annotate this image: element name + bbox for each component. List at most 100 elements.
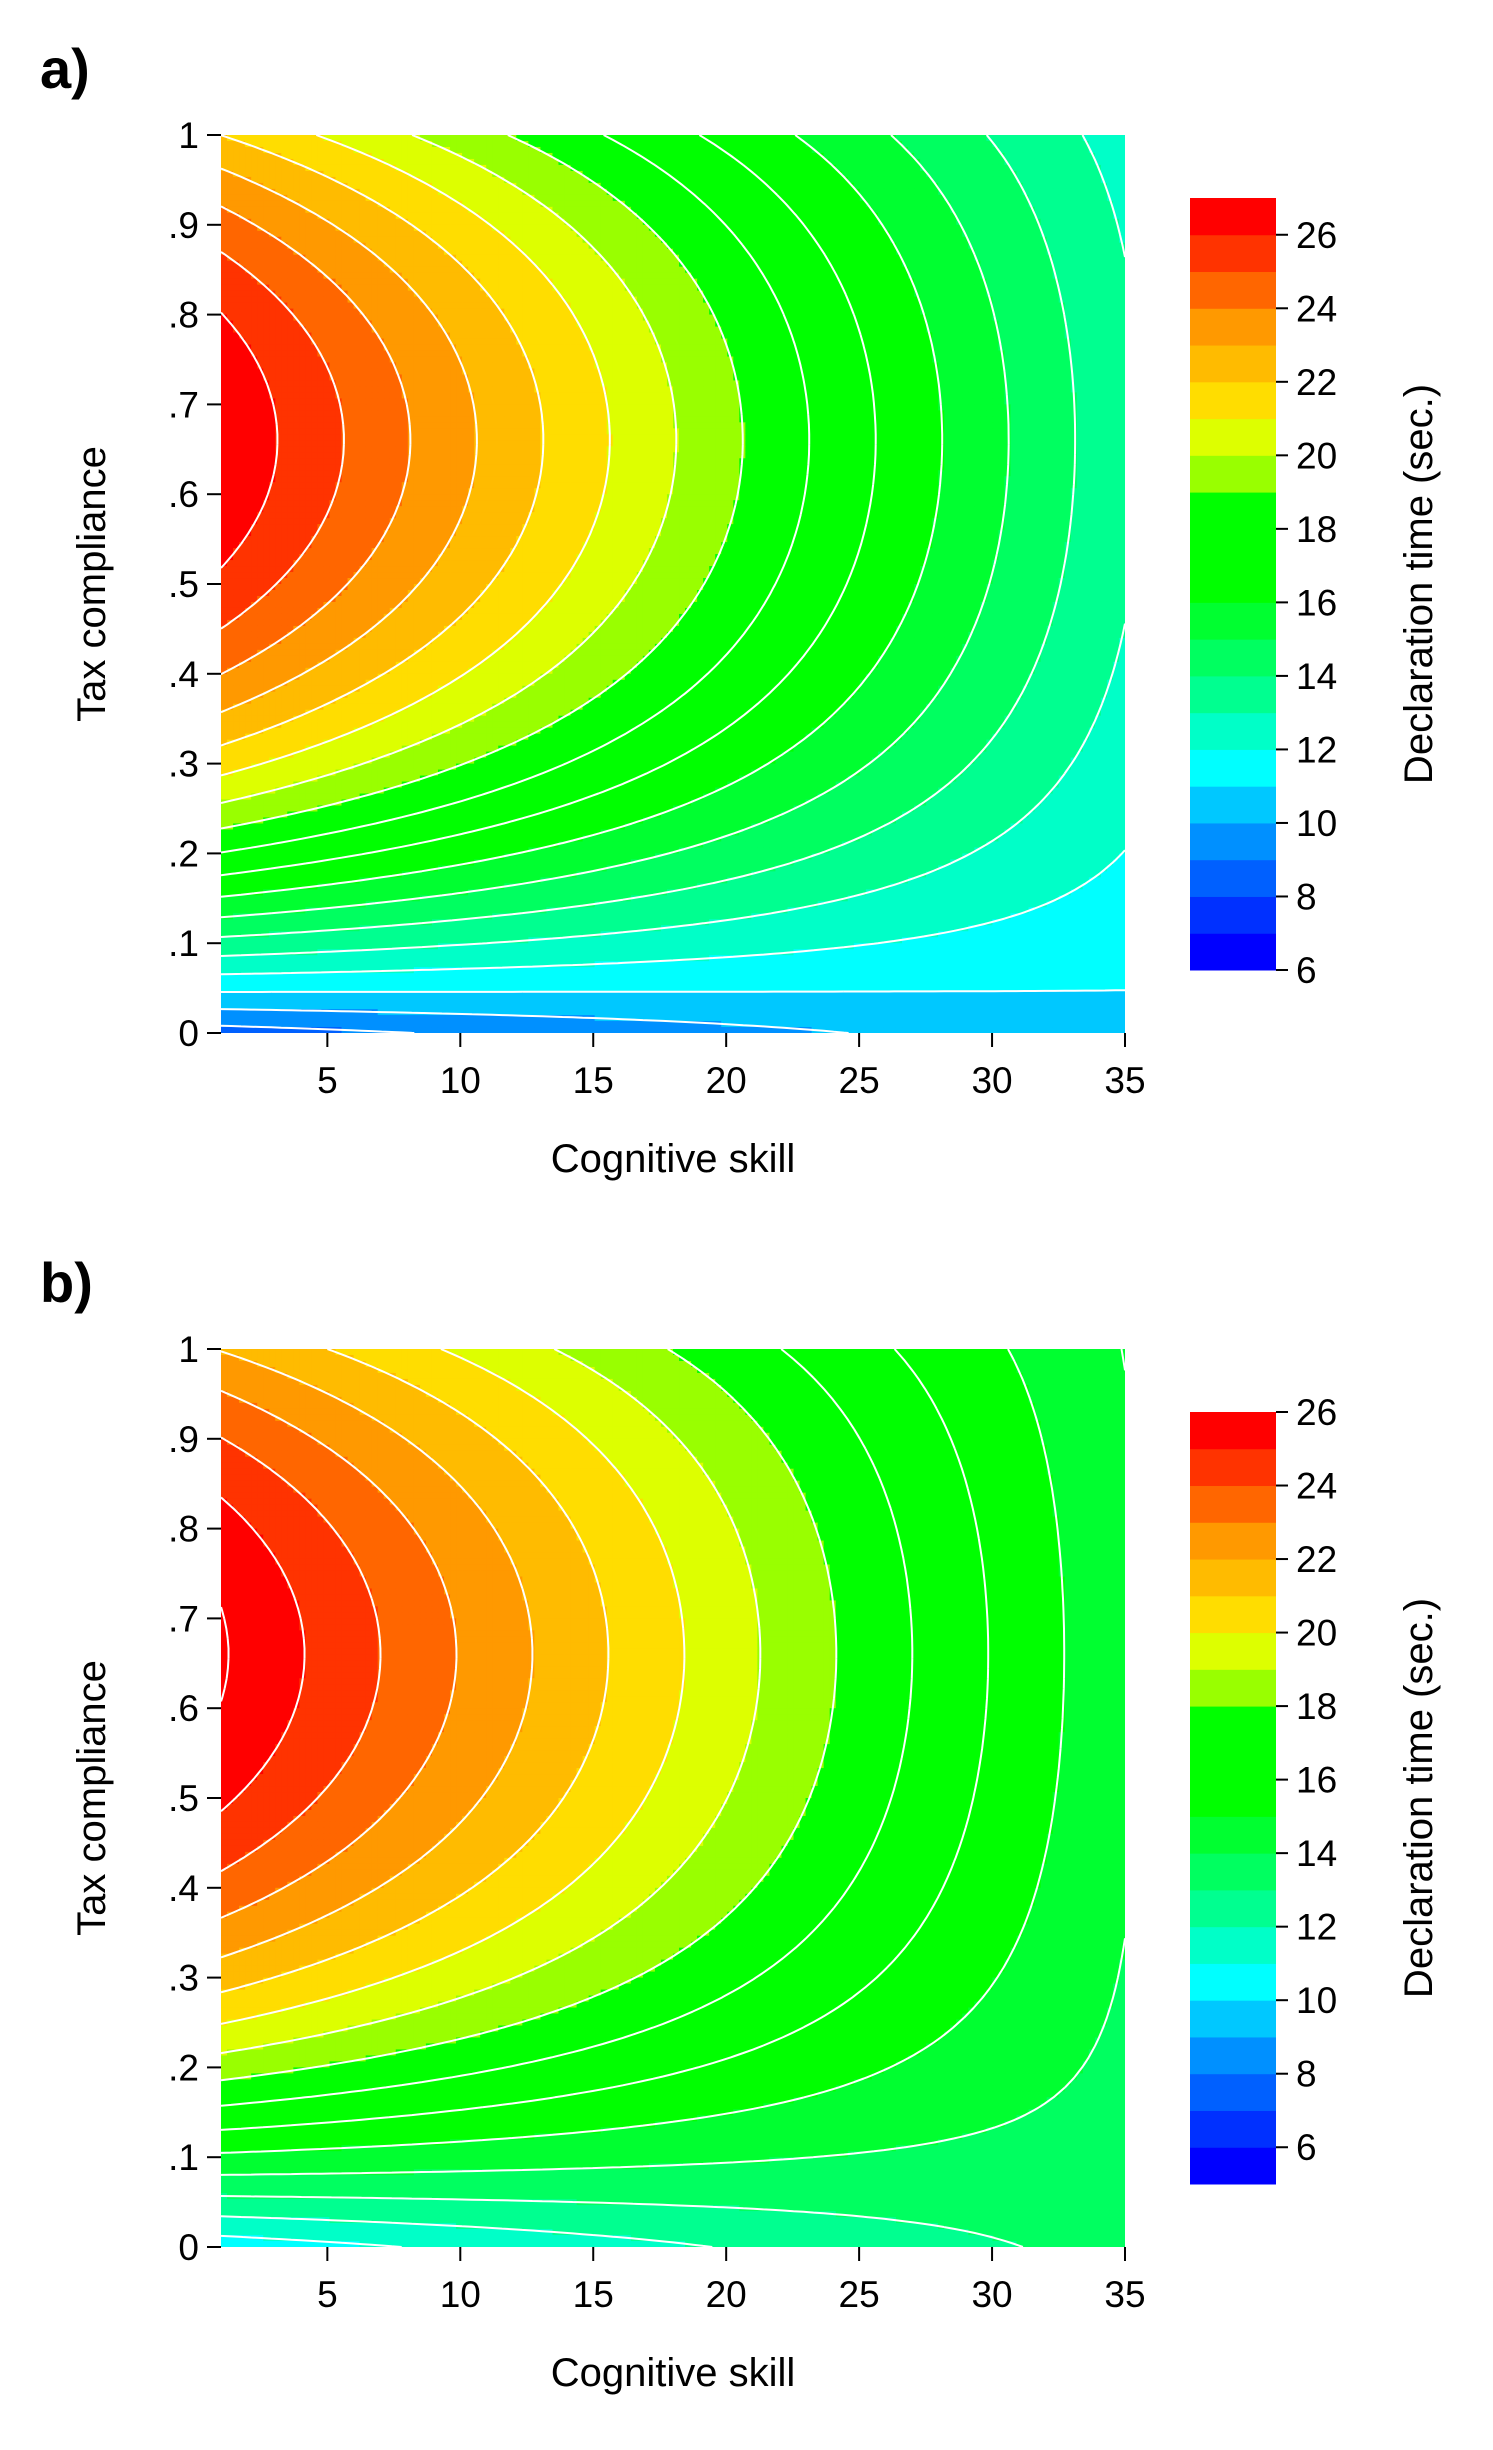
contour-cell [1028,135,1036,142]
contour-cell [1076,290,1084,298]
contour-cell [293,135,300,142]
contour-cell [962,200,969,208]
contour-cell [914,170,921,178]
contour-cell [986,206,994,214]
contour-cell [600,236,608,244]
contour-cell [793,320,801,328]
contour-cell [739,212,746,220]
contour-cell [805,236,813,244]
contour-cell [666,230,674,238]
contour-cell [895,206,903,214]
contour-cell [359,284,367,292]
contour-cell [1004,218,1012,226]
contour-cell [353,308,361,316]
contour-cell [962,236,969,244]
contour-cell [817,200,825,208]
contour-cell [781,308,789,316]
contour-cell [986,236,994,244]
contour-cell [299,296,306,304]
contour-cell [859,272,867,280]
contour-cell [817,242,825,250]
contour-cell [1082,158,1090,166]
contour-cell [883,296,891,304]
contour-cell [950,242,957,250]
contour-cell [221,140,228,148]
contour-cell [944,194,951,202]
contour-cell [648,206,656,214]
contour-cell [847,314,855,322]
contour-cell [606,206,614,214]
contour-cell [564,218,572,226]
contour-cell [510,302,517,310]
contour-cell [811,182,819,190]
contour-cell [853,182,861,190]
contour-cell [299,164,306,172]
contour-cell [829,194,837,202]
contour-cell [468,278,475,286]
contour-cell [1022,194,1030,202]
contour-cell [980,218,987,226]
contour-cell [962,182,969,190]
contour-cell [817,248,825,256]
contour-cell [938,278,945,286]
contour-cell [986,218,994,226]
contour-cell [1112,302,1120,310]
contour-cell [552,182,560,190]
contour-cell [980,242,987,250]
contour-cell [528,308,535,316]
contour-cell [1088,320,1096,328]
contour-cell [739,194,746,202]
contour-cell [347,230,355,238]
contour-cell [968,302,975,310]
contour-cell [654,135,662,142]
contour-cell [389,320,397,328]
contour-cell [739,230,746,238]
contour-cell [805,194,813,202]
contour-cell [998,182,1006,190]
contour-cell [908,290,915,298]
contour-cell [413,212,421,220]
contour-cell [636,260,644,268]
contour-cell [835,320,843,328]
contour-cell [233,182,240,190]
contour-cell [847,194,855,202]
contour-cell [413,230,421,238]
contour-cell [600,218,608,226]
contour-cell [486,242,493,250]
contour-cell [486,176,493,184]
contour-cell [630,146,638,154]
contour-cell [1010,266,1018,274]
contour-cell [239,182,246,190]
contour-cell [474,248,481,256]
contour-cell [630,206,638,214]
contour-cell [889,284,897,292]
contour-cell [425,248,433,256]
contour-cell [1082,296,1090,304]
contour-cell [570,314,578,322]
contour-cell [305,194,312,202]
contour-cell [624,152,632,160]
contour-cell [606,314,614,322]
contour-cell [468,218,475,226]
contour-cell [474,158,481,166]
contour-cell [257,314,264,322]
contour-cell [1070,236,1078,244]
contour-cell [1112,260,1120,268]
contour-cell [853,140,861,148]
contour-cell [847,218,855,226]
contour-cell [1040,135,1048,142]
contour-cell [1100,194,1108,202]
contour-cell [636,302,644,310]
contour-cell [1100,254,1108,262]
contour-cell [775,230,783,238]
contour-cell [534,302,542,310]
contour-cell [660,266,668,274]
contour-cell [817,326,825,334]
contour-cell [871,135,879,142]
contour-cell [540,140,548,148]
contour-cell [1010,135,1018,142]
contour-cell [841,248,849,256]
contour-cell [781,206,789,214]
contour-cell [558,170,566,178]
contour-cell [323,224,331,232]
